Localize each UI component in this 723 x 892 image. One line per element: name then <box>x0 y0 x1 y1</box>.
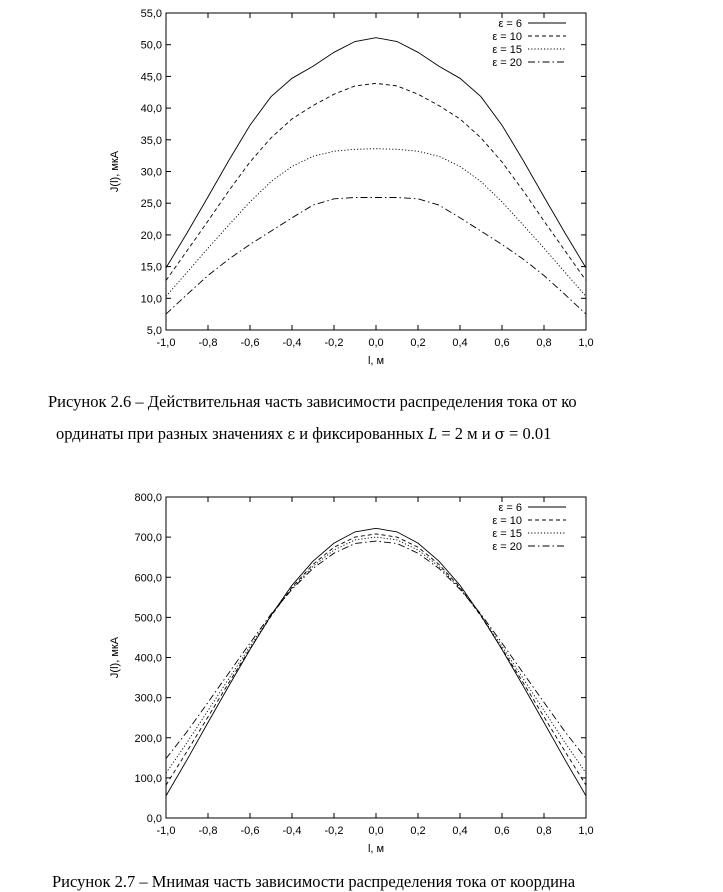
y-tick-label: 100,0 <box>134 773 162 785</box>
x-tick-label: 0,6 <box>494 825 509 837</box>
caption-text: и фиксированных <box>295 424 429 443</box>
x-axis-label: l, м <box>368 355 384 367</box>
x-tick-label: -0,2 <box>325 337 344 349</box>
y-tick-label: 30,0 <box>141 167 162 179</box>
y-tick-label: 800,0 <box>134 492 162 504</box>
series-line-eps-6 <box>165 37 587 269</box>
y-tick-label: 5,0 <box>147 325 162 337</box>
y-tick-label: 300,0 <box>134 693 162 705</box>
x-tick-label: -0,2 <box>325 825 344 837</box>
y-tick-label: 45,0 <box>141 71 162 83</box>
x-tick-label: -0,8 <box>199 337 218 349</box>
x-tick-label: -0,4 <box>283 825 302 837</box>
figure-caption-2-6-line2: ординаты при разных значениях ε и фиксир… <box>56 424 696 444</box>
y-tick-label: 200,0 <box>134 733 162 745</box>
length-symbol: L <box>428 424 438 443</box>
y-tick-label: 50,0 <box>141 40 162 52</box>
y-tick-label: 35,0 <box>141 135 162 147</box>
y-tick-label: 600,0 <box>134 572 162 584</box>
y-tick-label: 25,0 <box>141 198 162 210</box>
caption-text: = 2 м и <box>437 424 495 443</box>
figure-caption-2-6-line1: Рисунок 2.6 – Действительная часть завис… <box>48 392 577 411</box>
series-line-eps-20 <box>165 197 587 315</box>
x-tick-label: -0,8 <box>199 825 218 837</box>
y-tick-label: 10,0 <box>141 293 162 305</box>
x-tick-label: 1,0 <box>578 825 593 837</box>
y-tick-label: 40,0 <box>141 103 162 115</box>
caption-text: = 0.01 <box>504 424 552 443</box>
legend-entry-label: ε = 15 <box>492 528 522 540</box>
legend-entry-label: ε = 6 <box>498 502 522 514</box>
x-tick-label: 0,8 <box>536 337 551 349</box>
series-line-eps-15 <box>165 536 587 774</box>
sigma-symbol: σ <box>494 425 505 443</box>
legend-entry-label: ε = 15 <box>492 44 522 56</box>
x-tick-label: -0,6 <box>241 825 260 837</box>
y-axis-label: J(l), мкА <box>109 636 121 678</box>
y-tick-label: 400,0 <box>134 653 162 665</box>
x-tick-label: 0,6 <box>494 337 509 349</box>
x-tick-label: -1,0 <box>157 825 176 837</box>
x-tick-label: 0,8 <box>536 825 551 837</box>
plot-frame <box>165 12 587 331</box>
caption-text: ординаты при разных значениях <box>56 424 288 443</box>
x-tick-label: 0,4 <box>452 337 467 349</box>
series-line-eps-6 <box>165 527 587 797</box>
figure-caption-2-7: Рисунок 2.7 – Мнимая часть зависимости р… <box>52 872 576 891</box>
y-tick-label: 55,0 <box>141 8 162 20</box>
series-line-eps-10 <box>165 82 587 281</box>
y-tick-label: 15,0 <box>141 262 162 274</box>
legend-entry-label: ε = 10 <box>492 31 522 43</box>
series-line-eps-20 <box>165 540 587 759</box>
legend-entry-label: ε = 6 <box>498 18 522 30</box>
x-tick-label: 0,2 <box>410 337 425 349</box>
x-tick-label: -0,4 <box>283 337 302 349</box>
x-tick-label: 1,0 <box>578 337 593 349</box>
y-tick-label: 20,0 <box>141 230 162 242</box>
y-axis-label: J(l), мкА <box>109 150 121 192</box>
x-tick-label: 0,2 <box>410 825 425 837</box>
x-axis-label: l, м <box>368 843 384 855</box>
series-line-eps-15 <box>165 148 587 297</box>
y-tick-label: 500,0 <box>134 612 162 624</box>
chart-svg: -1,0 -0,8 -0,6 -0,4 -0,2 0,0 0,2 0,4 0,6 0,8 1,0 5,… <box>109 8 594 367</box>
legend-entry-label: ε = 10 <box>492 515 522 527</box>
x-tick-label: 0,0 <box>368 337 383 349</box>
plot-frame <box>165 496 587 819</box>
x-tick-label: -0,6 <box>241 337 260 349</box>
x-tick-label: 0,0 <box>368 825 383 837</box>
legend-entry-label: ε = 20 <box>492 57 522 69</box>
chart-real-part: -1,0 -0,8 -0,6 -0,4 -0,2 0,0 0,2 0,4 0,6 0,8 1,0 5,… <box>0 0 723 370</box>
x-tick-label: -1,0 <box>157 337 176 349</box>
chart-imaginary-part: -1,0 -0,8 -0,6 -0,4 -0,2 0,0 0,2 0,4 0,6 0,8 1,0 0,… <box>0 480 723 860</box>
legend-entry-label: ε = 20 <box>492 541 522 553</box>
x-tick-label: 0,4 <box>452 825 467 837</box>
series-line-eps-10 <box>165 533 587 786</box>
epsilon-symbol: ε <box>287 425 296 443</box>
y-tick-label: 700,0 <box>134 532 162 544</box>
y-tick-label: 0,0 <box>147 813 162 825</box>
chart-svg: -1,0 -0,8 -0,6 -0,4 -0,2 0,0 0,2 0,4 0,6 0,8 1,0 0,… <box>109 492 594 855</box>
